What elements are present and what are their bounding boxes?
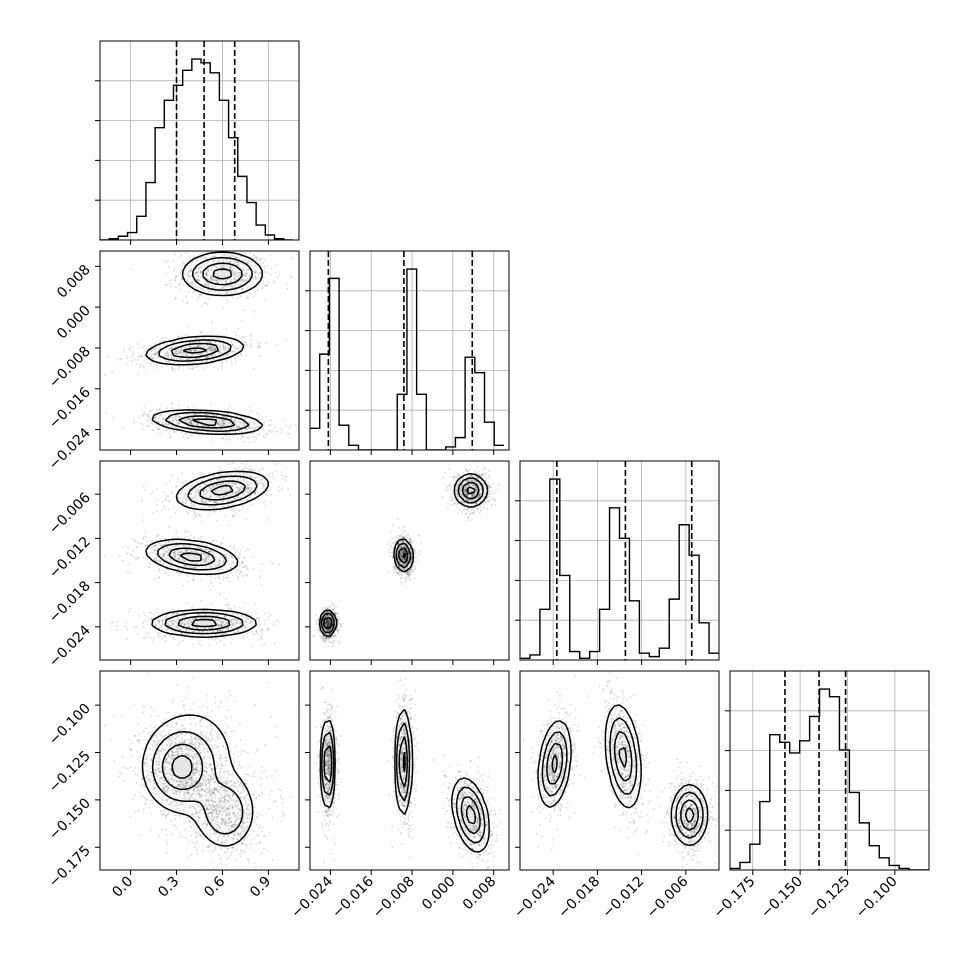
scatter-panel-2-0 bbox=[103, 461, 292, 648]
panel-frame-2-2 bbox=[519, 460, 720, 661]
contour-line bbox=[402, 751, 476, 825]
sample-points bbox=[103, 672, 299, 870]
contour-line bbox=[537, 704, 709, 847]
x-tick-label: −0.100 bbox=[853, 874, 901, 922]
y-tick-label: −0.150 bbox=[46, 795, 94, 843]
y-tick-label: −0.024 bbox=[46, 622, 94, 670]
histogram-step bbox=[310, 268, 504, 450]
contour-line bbox=[171, 755, 193, 779]
y-tick-label: −0.018 bbox=[46, 578, 94, 626]
scatter-panel-2-1 bbox=[312, 461, 500, 648]
panel-frame-3-0 bbox=[99, 670, 300, 871]
y-tick-label: −0.125 bbox=[46, 748, 94, 796]
contour-line bbox=[161, 743, 204, 791]
y-tick-label: 0.008 bbox=[54, 262, 94, 302]
y-tick-label: −0.006 bbox=[46, 490, 94, 538]
scatter-panel-3-2 bbox=[520, 671, 719, 869]
contour-lines bbox=[145, 470, 270, 638]
contour-lines bbox=[319, 708, 490, 853]
contour-line bbox=[151, 730, 244, 835]
panel-frame-0-0 bbox=[99, 40, 300, 241]
panel-frame-3-3 bbox=[729, 670, 930, 871]
x-tick-label: −0.008 bbox=[370, 874, 418, 922]
panel-frame-2-0 bbox=[99, 460, 300, 661]
x-tick-label: 0.000 bbox=[419, 874, 459, 914]
contour-line bbox=[321, 722, 486, 844]
histogram-panel-3 bbox=[730, 671, 929, 870]
contour-line bbox=[551, 746, 695, 823]
contour-line bbox=[170, 262, 243, 429]
contour-line bbox=[141, 714, 254, 847]
contour-line bbox=[402, 486, 476, 559]
x-tick-label: −0.150 bbox=[758, 874, 806, 922]
x-tick-label: 0.6 bbox=[201, 873, 228, 900]
histogram-panel-1 bbox=[310, 251, 509, 450]
contour-line bbox=[546, 730, 700, 831]
contour-lines bbox=[145, 251, 264, 436]
contour-lines bbox=[141, 714, 254, 847]
histogram-panel-2 bbox=[520, 461, 719, 660]
panel-frame-2-1 bbox=[309, 460, 510, 661]
contour-line bbox=[182, 268, 233, 426]
panel-frame-3-2 bbox=[519, 670, 720, 871]
contour-line bbox=[168, 480, 247, 631]
x-tick-label: −0.125 bbox=[805, 874, 853, 922]
y-tick-label: −0.008 bbox=[46, 343, 94, 391]
contour-line bbox=[145, 251, 264, 436]
x-tick-label: −0.024 bbox=[511, 873, 559, 921]
contour-lines bbox=[318, 472, 489, 638]
y-tick-label: −0.012 bbox=[46, 534, 94, 582]
panel-frame-1-1 bbox=[309, 250, 510, 451]
contour-line bbox=[157, 475, 258, 635]
scatter-panel-3-0 bbox=[103, 672, 299, 870]
scatter-panel-1-0 bbox=[104, 251, 299, 444]
density-fill bbox=[184, 485, 230, 626]
contour-line bbox=[318, 472, 489, 638]
contour-line bbox=[323, 481, 480, 630]
contour-line bbox=[158, 256, 253, 432]
scatter-panel-3-1 bbox=[315, 671, 502, 870]
y-tick-label: −0.100 bbox=[46, 701, 94, 749]
sample-points bbox=[103, 461, 292, 648]
histogram-panel-0 bbox=[100, 41, 299, 240]
panel-frame-1-0 bbox=[99, 250, 300, 451]
histogram-step bbox=[520, 478, 719, 660]
y-tick-label: −0.016 bbox=[46, 384, 94, 432]
x-tick-label: −0.018 bbox=[555, 874, 603, 922]
x-tick-label: −0.175 bbox=[711, 874, 759, 922]
x-tick-label: −0.016 bbox=[329, 873, 377, 921]
y-tick-label: 0.000 bbox=[54, 303, 94, 343]
y-tick-label: −0.024 bbox=[46, 425, 94, 473]
panel-frame-3-1 bbox=[309, 670, 510, 871]
contour-line bbox=[319, 708, 490, 853]
contour-line bbox=[320, 477, 484, 634]
x-tick-label: 0.9 bbox=[247, 874, 274, 901]
histogram-step bbox=[100, 58, 293, 240]
histogram-step bbox=[730, 688, 929, 870]
x-tick-label: −0.012 bbox=[599, 874, 647, 922]
y-tick-label: −0.175 bbox=[46, 843, 94, 891]
contour-lines bbox=[537, 704, 709, 847]
contour-line bbox=[145, 470, 270, 638]
x-tick-label: 0.0 bbox=[109, 874, 136, 901]
contour-line bbox=[179, 485, 234, 628]
x-tick-label: 0.3 bbox=[155, 874, 182, 901]
x-tick-label: 0.008 bbox=[460, 874, 500, 914]
contour-line bbox=[323, 736, 481, 835]
contour-line bbox=[541, 717, 704, 839]
x-tick-label: −0.024 bbox=[288, 873, 336, 921]
x-tick-label: −0.006 bbox=[644, 873, 692, 921]
